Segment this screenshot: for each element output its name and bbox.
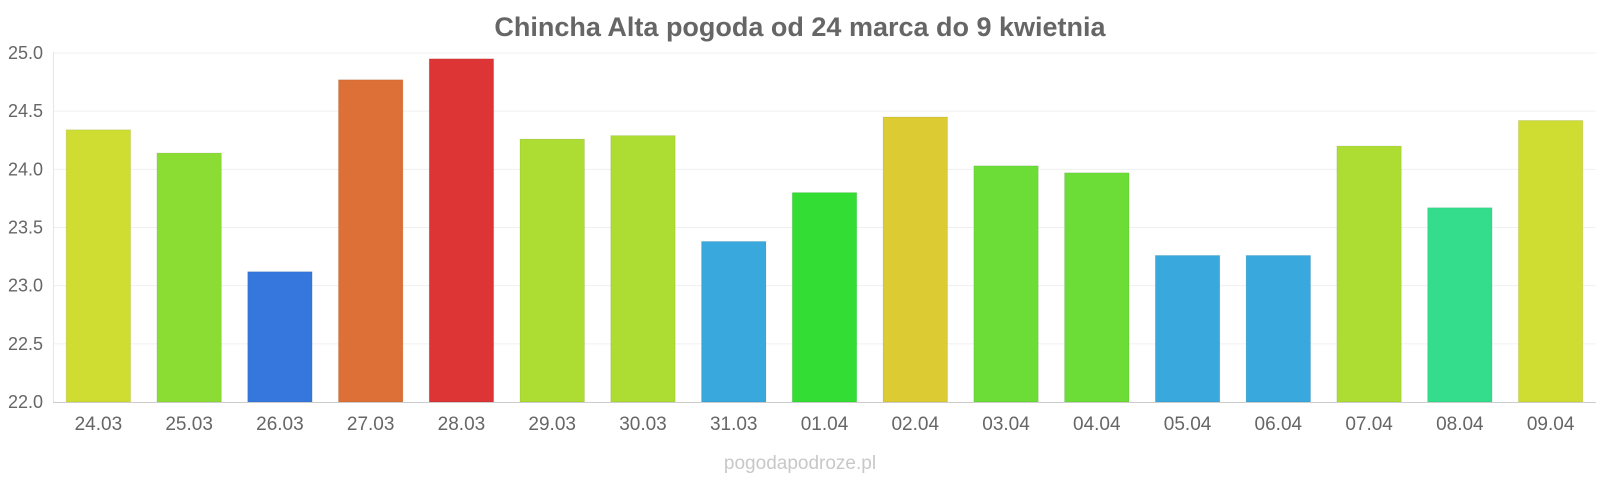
x-tick-label: 31.03 [710, 414, 758, 435]
bar-05.04[interactable] [1154, 254, 1221, 403]
x-tick-label: 06.04 [1255, 414, 1303, 435]
x-tick-label: 02.04 [891, 414, 939, 435]
bar-06.04[interactable] [1245, 254, 1312, 403]
bar-30.03[interactable] [610, 135, 676, 403]
bar-02.04[interactable] [882, 116, 948, 403]
y-tick-label: 24.0 [8, 159, 43, 179]
watermark: pogodapodroze.pl [724, 453, 876, 474]
bar-24.03[interactable] [65, 129, 132, 403]
x-tick-label: 07.04 [1345, 414, 1393, 435]
bars [65, 58, 1584, 403]
y-axis-ticks: 22.0 22.5 23.0 23.5 24.0 24.5 25.0 [8, 43, 43, 412]
chart-title: Chincha Alta pogoda od 24 marca do 9 kwi… [494, 12, 1106, 42]
x-tick-label: 24.03 [75, 414, 123, 435]
y-tick-label: 22.5 [8, 334, 43, 354]
y-tick-label: 22.0 [8, 392, 43, 412]
x-tick-label: 30.03 [619, 414, 667, 435]
x-tick-label: 08.04 [1436, 414, 1484, 435]
bar-28.03[interactable] [428, 58, 495, 403]
x-tick-label: 26.03 [256, 414, 304, 435]
y-tick-label: 23.0 [8, 276, 43, 296]
bar-08.04[interactable] [1427, 207, 1493, 403]
x-tick-label: 28.03 [438, 414, 486, 435]
x-tick-label: 04.04 [1073, 414, 1121, 435]
x-tick-label: 01.04 [801, 414, 849, 435]
bar-04.04[interactable] [1064, 172, 1130, 403]
x-tick-label: 25.03 [165, 414, 213, 435]
bar-07.04[interactable] [1336, 145, 1402, 403]
bar-25.03[interactable] [156, 152, 222, 403]
bar-31.03[interactable] [701, 240, 767, 403]
x-axis-ticks: 24.03 25.03 26.03 27.03 28.03 29.03 30.03 31.03… [75, 414, 1575, 435]
bar-09.04[interactable] [1517, 119, 1584, 403]
bar-26.03[interactable] [247, 271, 313, 403]
x-tick-label: 27.03 [347, 414, 395, 435]
x-tick-label: 09.04 [1527, 414, 1575, 435]
x-tick-label: 03.04 [982, 414, 1030, 435]
y-tick-label: 23.5 [8, 218, 43, 238]
bar-27.03[interactable] [337, 79, 404, 403]
x-tick-label: 29.03 [528, 414, 576, 435]
bar-01.04[interactable] [791, 192, 858, 403]
bar-03.04[interactable] [973, 165, 1039, 403]
y-tick-label: 24.5 [8, 101, 43, 121]
bar-29.03[interactable] [519, 138, 585, 403]
y-tick-label: 25.0 [8, 43, 43, 63]
x-tick-label: 05.04 [1164, 414, 1212, 435]
